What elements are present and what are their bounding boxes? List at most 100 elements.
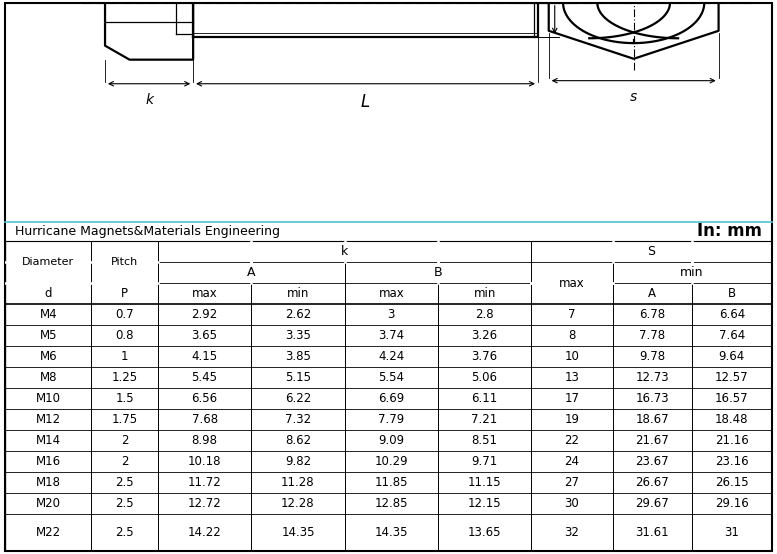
- Text: 3.35: 3.35: [285, 329, 311, 342]
- Text: max: max: [192, 287, 218, 300]
- Text: k: k: [341, 245, 348, 258]
- Text: 7.64: 7.64: [719, 329, 745, 342]
- Text: 6.78: 6.78: [639, 308, 665, 321]
- Text: 18.48: 18.48: [715, 413, 748, 426]
- Text: 23.16: 23.16: [715, 455, 748, 468]
- Text: max: max: [559, 276, 585, 290]
- Text: 1.25: 1.25: [112, 371, 138, 384]
- Text: 6.22: 6.22: [285, 392, 311, 405]
- Text: 11.85: 11.85: [375, 476, 408, 489]
- Text: 14.22: 14.22: [188, 526, 221, 540]
- Text: 1.5: 1.5: [115, 392, 134, 405]
- Text: max: max: [378, 287, 404, 300]
- Text: P: P: [121, 287, 128, 300]
- Text: 0.8: 0.8: [116, 329, 134, 342]
- Text: 3.65: 3.65: [192, 329, 218, 342]
- Text: 9.64: 9.64: [719, 350, 745, 363]
- Text: 27: 27: [564, 476, 580, 489]
- Text: M8: M8: [40, 371, 57, 384]
- Text: M6: M6: [40, 350, 57, 363]
- Text: 7: 7: [568, 308, 576, 321]
- Text: 29.16: 29.16: [715, 497, 749, 510]
- Text: 16.73: 16.73: [636, 392, 669, 405]
- Text: 3: 3: [388, 308, 395, 321]
- Text: d: d: [569, 0, 577, 3]
- Text: A: A: [247, 266, 256, 279]
- Text: Pitch: Pitch: [111, 257, 138, 267]
- Text: M10: M10: [36, 392, 61, 405]
- Text: 6.11: 6.11: [472, 392, 498, 405]
- Text: 6.69: 6.69: [378, 392, 404, 405]
- Text: 8.62: 8.62: [285, 434, 311, 447]
- Text: M16: M16: [36, 455, 61, 468]
- Text: In: mm: In: mm: [698, 222, 762, 240]
- Text: Diameter: Diameter: [23, 257, 75, 267]
- Text: 11.15: 11.15: [468, 476, 501, 489]
- Text: 2.5: 2.5: [115, 476, 134, 489]
- Text: 9.78: 9.78: [639, 350, 665, 363]
- Text: 13: 13: [565, 371, 580, 384]
- Text: 6.56: 6.56: [192, 392, 218, 405]
- Text: 3.74: 3.74: [378, 329, 404, 342]
- Text: 7.21: 7.21: [472, 413, 498, 426]
- Text: 29.67: 29.67: [636, 497, 669, 510]
- Text: 1: 1: [121, 350, 128, 363]
- Text: 21.16: 21.16: [715, 434, 749, 447]
- Text: B: B: [728, 287, 736, 300]
- Text: 12.85: 12.85: [375, 497, 408, 510]
- Text: 4.24: 4.24: [378, 350, 404, 363]
- Text: 5.45: 5.45: [192, 371, 218, 384]
- Text: 17: 17: [564, 392, 580, 405]
- Text: 12.57: 12.57: [715, 371, 748, 384]
- Text: 5.54: 5.54: [378, 371, 404, 384]
- Text: 5.06: 5.06: [472, 371, 497, 384]
- Text: L: L: [361, 94, 370, 111]
- Text: 2.8: 2.8: [476, 308, 494, 321]
- Text: 2: 2: [121, 455, 128, 468]
- Text: 1.75: 1.75: [112, 413, 138, 426]
- Text: 14.35: 14.35: [375, 526, 408, 540]
- Text: 26.15: 26.15: [715, 476, 748, 489]
- Text: S: S: [647, 245, 656, 258]
- Text: min: min: [681, 266, 704, 279]
- Text: M18: M18: [36, 476, 61, 489]
- Text: 2.62: 2.62: [285, 308, 311, 321]
- Text: 3.76: 3.76: [472, 350, 498, 363]
- Text: 7.68: 7.68: [192, 413, 218, 426]
- Text: M4: M4: [40, 308, 57, 321]
- Text: M22: M22: [36, 526, 61, 540]
- Text: 23.67: 23.67: [636, 455, 669, 468]
- Text: k: k: [145, 94, 153, 107]
- Text: 8.98: 8.98: [192, 434, 218, 447]
- Text: M12: M12: [36, 413, 61, 426]
- Text: 10: 10: [565, 350, 580, 363]
- Text: 6.64: 6.64: [719, 308, 745, 321]
- Text: 9.71: 9.71: [472, 455, 498, 468]
- Text: 7.32: 7.32: [285, 413, 311, 426]
- Text: 2.5: 2.5: [115, 497, 134, 510]
- Text: 10.29: 10.29: [375, 455, 408, 468]
- Text: 13.65: 13.65: [468, 526, 501, 540]
- Text: s: s: [630, 90, 637, 104]
- Text: 14.35: 14.35: [281, 526, 315, 540]
- Text: 5.15: 5.15: [285, 371, 311, 384]
- Text: 30: 30: [565, 497, 580, 510]
- Text: M5: M5: [40, 329, 57, 342]
- Text: 12.28: 12.28: [281, 497, 315, 510]
- Text: 7.78: 7.78: [639, 329, 665, 342]
- Text: Hurricane Magnets&Materials Engineering: Hurricane Magnets&Materials Engineering: [15, 225, 280, 238]
- Text: 24: 24: [564, 455, 580, 468]
- Text: 12.73: 12.73: [636, 371, 669, 384]
- Text: M14: M14: [36, 434, 61, 447]
- Text: min: min: [473, 287, 496, 300]
- Text: 22: 22: [564, 434, 580, 447]
- Text: 10.18: 10.18: [188, 455, 221, 468]
- Text: 8.51: 8.51: [472, 434, 497, 447]
- Text: M20: M20: [36, 497, 61, 510]
- Text: 9.82: 9.82: [285, 455, 311, 468]
- Text: 11.28: 11.28: [281, 476, 315, 489]
- Text: 7.79: 7.79: [378, 413, 404, 426]
- Text: 2: 2: [121, 434, 128, 447]
- Text: 3.26: 3.26: [472, 329, 498, 342]
- Text: 2.92: 2.92: [191, 308, 218, 321]
